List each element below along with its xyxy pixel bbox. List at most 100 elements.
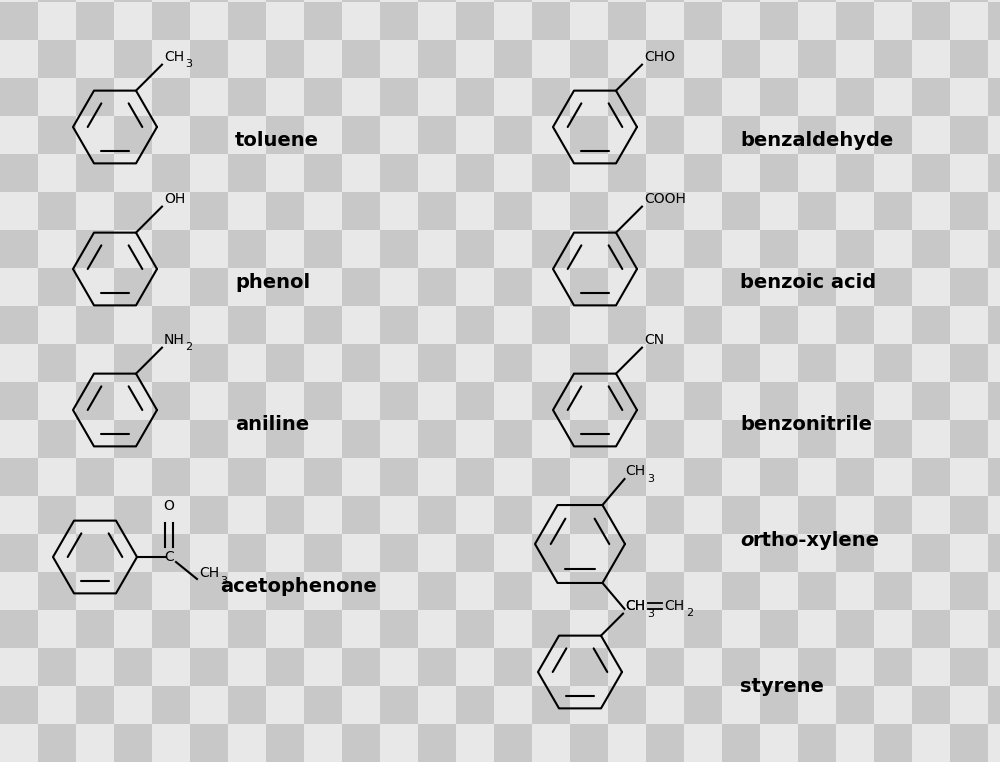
Bar xyxy=(722,192,760,230)
Bar xyxy=(874,534,912,572)
Text: COOH: COOH xyxy=(644,191,686,206)
Bar xyxy=(722,78,760,116)
Text: OH: OH xyxy=(164,191,185,206)
Bar xyxy=(190,534,228,572)
Bar xyxy=(190,572,228,610)
Bar xyxy=(228,534,266,572)
Bar xyxy=(266,344,304,382)
Text: CH: CH xyxy=(664,599,685,613)
Bar xyxy=(266,154,304,192)
Bar xyxy=(152,268,190,306)
Bar xyxy=(798,268,836,306)
Bar xyxy=(836,268,874,306)
Bar xyxy=(304,686,342,724)
Bar xyxy=(380,2,418,40)
Bar xyxy=(912,116,950,154)
Bar xyxy=(456,572,494,610)
Bar xyxy=(950,458,988,496)
Bar xyxy=(190,344,228,382)
Bar xyxy=(38,344,76,382)
Bar xyxy=(76,2,114,40)
Bar xyxy=(760,344,798,382)
Bar xyxy=(646,496,684,534)
Bar xyxy=(494,192,532,230)
Bar xyxy=(266,78,304,116)
Bar xyxy=(722,496,760,534)
Bar xyxy=(722,382,760,420)
Bar xyxy=(152,40,190,78)
Bar xyxy=(988,306,1000,344)
Bar xyxy=(912,610,950,648)
Bar xyxy=(836,686,874,724)
Bar xyxy=(76,458,114,496)
Bar xyxy=(760,458,798,496)
Text: 3: 3 xyxy=(220,576,228,586)
Bar xyxy=(684,268,722,306)
Bar xyxy=(532,420,570,458)
Bar xyxy=(456,534,494,572)
Bar xyxy=(760,610,798,648)
Bar xyxy=(152,306,190,344)
Bar xyxy=(798,2,836,40)
Bar xyxy=(0,382,38,420)
Bar xyxy=(342,0,380,2)
Bar xyxy=(912,268,950,306)
Bar xyxy=(114,610,152,648)
Bar xyxy=(532,40,570,78)
Bar xyxy=(988,382,1000,420)
Bar xyxy=(912,420,950,458)
Bar xyxy=(38,648,76,686)
Bar xyxy=(798,344,836,382)
Bar xyxy=(722,458,760,496)
Bar xyxy=(684,496,722,534)
Bar xyxy=(0,2,38,40)
Bar xyxy=(988,78,1000,116)
Bar xyxy=(456,306,494,344)
Bar xyxy=(266,610,304,648)
Bar xyxy=(570,572,608,610)
Bar xyxy=(798,458,836,496)
Bar xyxy=(874,496,912,534)
Bar xyxy=(874,306,912,344)
Bar xyxy=(418,344,456,382)
Bar xyxy=(798,116,836,154)
Bar xyxy=(988,192,1000,230)
Bar xyxy=(608,420,646,458)
Bar xyxy=(0,648,38,686)
Bar xyxy=(570,724,608,762)
Bar xyxy=(950,648,988,686)
Bar xyxy=(988,116,1000,154)
Bar xyxy=(190,724,228,762)
Bar xyxy=(152,192,190,230)
Bar xyxy=(608,686,646,724)
Bar xyxy=(608,496,646,534)
Bar xyxy=(608,534,646,572)
Bar xyxy=(570,648,608,686)
Bar xyxy=(760,268,798,306)
Bar xyxy=(684,0,722,2)
Bar xyxy=(304,382,342,420)
Bar xyxy=(646,0,684,2)
Bar xyxy=(304,420,342,458)
Bar xyxy=(304,78,342,116)
Bar xyxy=(152,116,190,154)
Bar xyxy=(76,306,114,344)
Bar xyxy=(646,2,684,40)
Bar xyxy=(722,724,760,762)
Bar xyxy=(266,458,304,496)
Bar xyxy=(190,154,228,192)
Bar xyxy=(0,268,38,306)
Bar xyxy=(342,344,380,382)
Bar xyxy=(608,78,646,116)
Bar xyxy=(342,78,380,116)
Bar xyxy=(380,116,418,154)
Bar xyxy=(988,648,1000,686)
Bar xyxy=(418,382,456,420)
Bar xyxy=(874,0,912,2)
Bar xyxy=(950,268,988,306)
Bar xyxy=(722,648,760,686)
Bar xyxy=(950,686,988,724)
Bar xyxy=(950,534,988,572)
Bar xyxy=(646,306,684,344)
Bar xyxy=(912,0,950,2)
